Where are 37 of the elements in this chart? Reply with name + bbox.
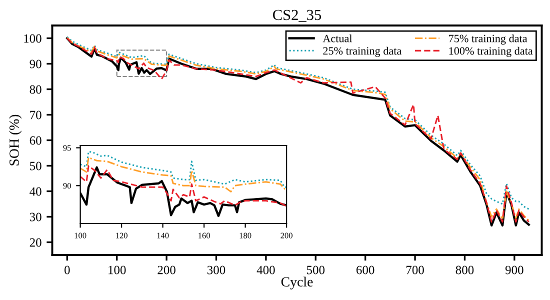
y-tick-label: 80 (30, 85, 42, 94)
x-tick-label: 100 (108, 266, 126, 274)
chart-title: CS2_35 (273, 10, 322, 22)
x-tick-label: 120 (116, 232, 128, 238)
y-tick-label: 20 (30, 238, 42, 247)
y-tick-label: 95 (63, 145, 71, 151)
x-tick-label: 200 (158, 266, 176, 274)
x-tick-label: 700 (406, 266, 424, 274)
y-tick-label: 30 (30, 212, 42, 222)
x-tick-label: 200 (280, 232, 292, 238)
y-tick-label: 90 (63, 182, 71, 189)
x-tick-label: 140 (157, 232, 169, 238)
legend-label: 100% training data (449, 46, 533, 57)
legend-label: 75% training data (449, 34, 528, 45)
line-series (80, 156, 287, 192)
line-series (80, 165, 287, 207)
x-tick-label: 160 (198, 232, 210, 238)
x-tick-label: 500 (306, 266, 325, 274)
x-tick-label: 900 (505, 266, 524, 274)
legend-label: 25% training data (323, 46, 402, 57)
x-tick-label: 180 (240, 232, 252, 238)
x-tick-label: 400 (256, 266, 275, 274)
x-axis-title: Cycle (281, 276, 313, 290)
y-tick-label: 90 (30, 60, 42, 68)
y-axis-title: SOH (%) (9, 114, 22, 166)
x-tick-label: 300 (207, 266, 226, 274)
legend-label: Actual (322, 34, 352, 42)
y-tick-label: 50 (30, 162, 42, 170)
y-tick-label: 40 (30, 187, 42, 196)
x-tick-label: 800 (456, 266, 474, 274)
x-tick-label: 100 (74, 232, 86, 238)
y-tick-label: 70 (30, 110, 42, 120)
x-tick-label: 0 (64, 266, 70, 274)
y-tick-label: 100 (24, 34, 42, 43)
y-tick-label: 60 (30, 136, 42, 145)
x-tick-label: 600 (356, 266, 374, 274)
line-series (80, 150, 287, 188)
